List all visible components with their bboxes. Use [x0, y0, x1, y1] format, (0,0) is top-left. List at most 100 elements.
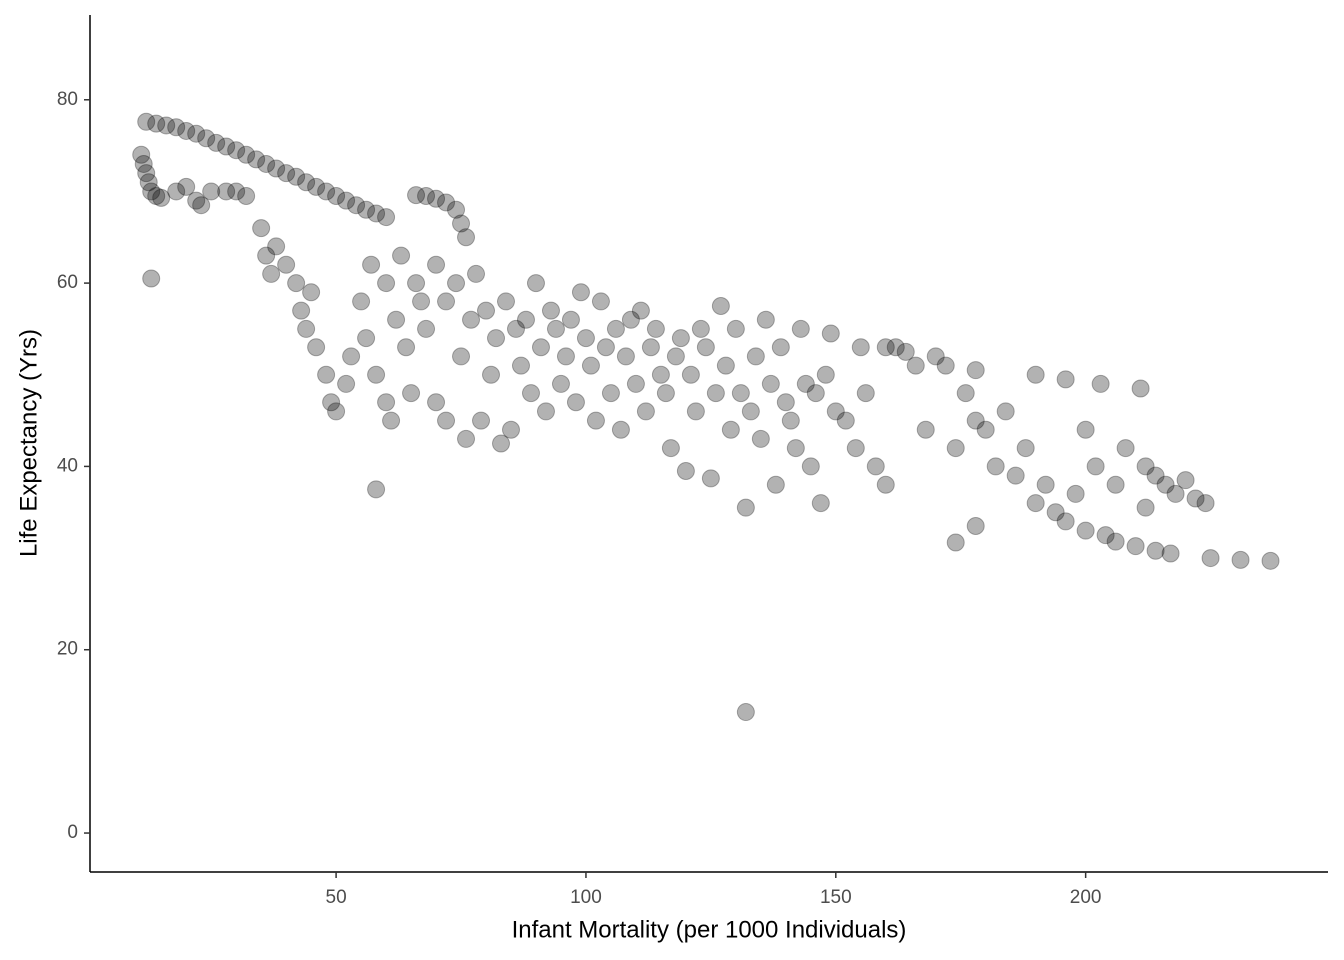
- point: [686, 402, 705, 421]
- point: [287, 167, 306, 186]
- point: [297, 319, 316, 338]
- point: [796, 374, 815, 393]
- point: [322, 393, 341, 412]
- point: [626, 374, 645, 393]
- point: [521, 384, 540, 403]
- point: [187, 124, 206, 143]
- point: [506, 319, 525, 338]
- point: [691, 319, 710, 338]
- point: [596, 338, 615, 357]
- point: [197, 129, 216, 148]
- point: [966, 516, 985, 535]
- point: [816, 365, 835, 384]
- point: [1026, 365, 1045, 384]
- point: [986, 457, 1005, 476]
- point: [257, 154, 276, 173]
- point: [257, 246, 276, 265]
- point: [631, 301, 650, 320]
- point: [217, 137, 236, 156]
- point: [327, 402, 346, 421]
- point: [571, 283, 590, 302]
- point: [1056, 370, 1075, 389]
- point: [711, 297, 730, 316]
- point: [886, 338, 905, 357]
- point: [137, 112, 156, 131]
- point: [531, 338, 550, 357]
- point: [397, 338, 416, 357]
- point: [362, 255, 381, 274]
- y-tick-label: 20: [57, 639, 78, 660]
- point: [417, 319, 436, 338]
- point: [237, 145, 256, 164]
- point: [791, 319, 810, 338]
- point: [142, 269, 161, 288]
- point: [477, 301, 496, 320]
- point: [302, 283, 321, 302]
- point: [462, 310, 481, 329]
- point: [741, 402, 760, 421]
- point: [736, 498, 755, 517]
- point: [352, 292, 371, 311]
- point: [1056, 512, 1075, 531]
- point: [227, 141, 246, 160]
- point: [157, 116, 176, 135]
- point: [1091, 374, 1110, 393]
- point: [177, 121, 196, 140]
- point: [252, 219, 271, 238]
- point: [676, 461, 695, 480]
- point: [576, 329, 595, 348]
- point: [561, 310, 580, 329]
- point: [337, 191, 356, 210]
- point: [407, 186, 426, 205]
- point: [896, 342, 915, 361]
- point: [671, 329, 690, 348]
- point: [307, 338, 326, 357]
- point: [262, 264, 281, 283]
- point: [167, 182, 186, 201]
- point: [706, 384, 725, 403]
- point: [457, 429, 476, 448]
- point: [1136, 457, 1155, 476]
- point: [1096, 526, 1115, 545]
- point: [546, 319, 565, 338]
- point: [731, 384, 750, 403]
- y-axis-title: Life Expectancy (Yrs): [15, 329, 42, 557]
- point: [811, 494, 830, 513]
- point: [134, 154, 153, 173]
- point: [147, 187, 166, 206]
- point: [437, 411, 456, 430]
- point: [646, 319, 665, 338]
- point: [551, 374, 570, 393]
- point: [147, 114, 166, 133]
- point: [317, 365, 336, 384]
- point: [1156, 475, 1175, 494]
- point: [427, 189, 446, 208]
- point: [851, 338, 870, 357]
- point: [1201, 549, 1220, 568]
- point: [761, 374, 780, 393]
- point: [876, 338, 895, 357]
- point: [766, 475, 785, 494]
- point: [437, 193, 456, 212]
- point: [946, 439, 965, 458]
- point: [1106, 532, 1125, 551]
- point: [177, 177, 196, 196]
- point: [846, 439, 865, 458]
- point: [1106, 475, 1125, 494]
- y-tick-label: 60: [57, 272, 78, 293]
- point: [377, 208, 396, 227]
- point: [976, 420, 995, 439]
- point: [202, 182, 221, 201]
- point: [1126, 537, 1145, 556]
- point: [192, 196, 211, 215]
- point: [876, 475, 895, 494]
- point: [357, 200, 376, 219]
- point: [601, 384, 620, 403]
- point: [167, 118, 186, 137]
- point: [681, 365, 700, 384]
- point: [347, 196, 366, 215]
- point: [427, 255, 446, 274]
- point: [207, 133, 226, 152]
- point: [496, 292, 515, 311]
- point: [1136, 498, 1155, 517]
